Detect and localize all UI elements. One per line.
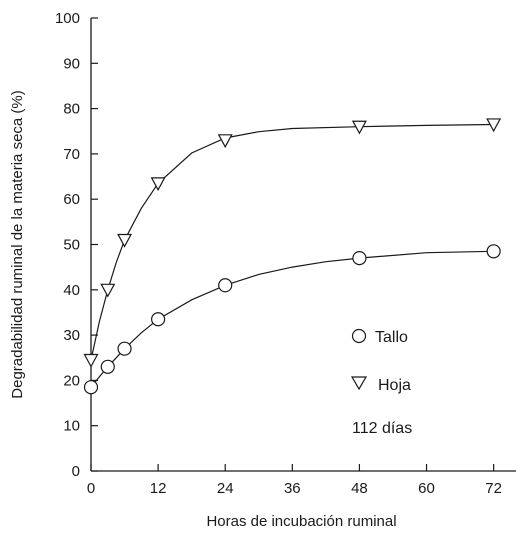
data-point-tallo: [151, 312, 166, 327]
y-tick-label: 10: [63, 418, 80, 435]
data-point-tallo: [352, 250, 367, 266]
series-curves: [90, 123, 494, 388]
x-tick-label: 12: [150, 480, 167, 497]
data-point-tallo: [486, 244, 501, 259]
data-point-hoja: [486, 118, 502, 133]
y-tick-label: 0: [72, 463, 80, 480]
data-point-hoja: [100, 283, 116, 298]
y-tick-label: 80: [63, 101, 80, 118]
legend-marker-tallo: [351, 328, 367, 344]
data-point-tallo: [218, 278, 233, 293]
x-tick-label: 48: [351, 480, 368, 497]
plot-frame: [90, 18, 516, 472]
x-tick-label: 0: [87, 480, 95, 497]
legend-marker-hoja: [350, 376, 368, 391]
x-tick-label: 36: [284, 480, 301, 497]
y-axis-label: Degradabilidad ruminal de la materia sec…: [9, 90, 26, 398]
y-tick-label: 40: [63, 282, 80, 299]
data-point-tallo: [100, 359, 115, 374]
data-point-hoja: [217, 134, 233, 149]
data-point-tallo: [83, 380, 99, 395]
x-tick-label: 72: [485, 480, 502, 497]
x-ticks: 0 12 24 36 48 60 72: [87, 464, 502, 497]
data-point-hoja: [117, 233, 133, 248]
data-point-tallo: [117, 341, 132, 356]
data-point-hoja: [150, 177, 166, 192]
y-tick-label: 90: [63, 55, 80, 72]
annotation-text: 112 días: [352, 420, 412, 437]
y-tick-label: 50: [63, 237, 80, 254]
legend: Tallo Hoja 112 días: [350, 328, 412, 437]
x-tick-label: 60: [418, 480, 435, 497]
y-tick-label: 30: [63, 327, 80, 344]
y-tick-label: 70: [63, 146, 80, 163]
x-axis-label: Horas de incubación ruminal: [206, 513, 396, 530]
y-tick-label: 20: [63, 372, 80, 389]
x-tick-label: 24: [217, 480, 234, 497]
legend-label-hoja: Hoja: [378, 377, 411, 394]
data-point-hoja: [351, 120, 367, 135]
y-tick-label: 100: [55, 10, 80, 27]
series-markers: [83, 118, 502, 395]
y-ticks: 0 10 20 30 40 50 60 70 80 90 100: [55, 10, 98, 480]
data-point-hoja: [83, 353, 99, 368]
y-tick-label: 60: [63, 191, 80, 208]
legend-label-tallo: Tallo: [375, 329, 408, 346]
